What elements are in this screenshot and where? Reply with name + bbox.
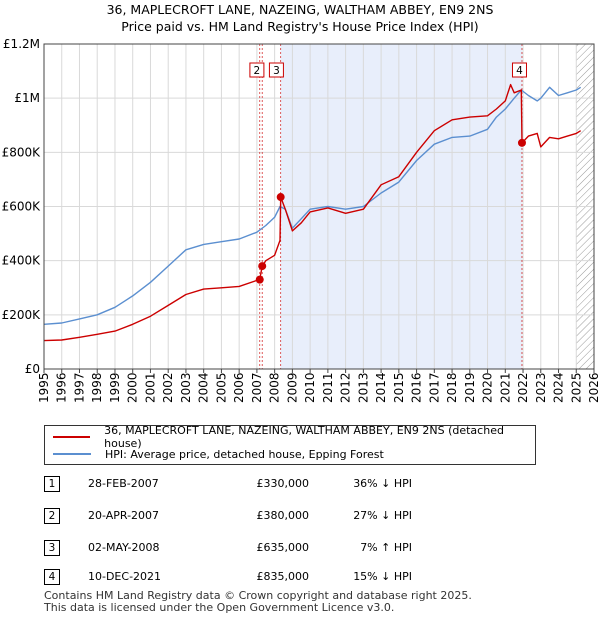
transaction-row: 3 02-MAY-2008 £635,000 7% ↑ HPI bbox=[44, 540, 564, 558]
x-tick-label: 2022 bbox=[516, 372, 530, 403]
legend-label-property: 36, MAPLECROFT LANE, NAZEING, WALTHAM AB… bbox=[104, 424, 504, 450]
transaction-date: 20-APR-2007 bbox=[88, 509, 160, 522]
transaction-price: £330,000 bbox=[256, 477, 310, 490]
x-tick-label: 2011 bbox=[321, 372, 335, 403]
x-tick-label: 1995 bbox=[37, 372, 51, 403]
transaction-row: 4 10-DEC-2021 £835,000 15% ↓ HPI bbox=[44, 569, 564, 587]
sale-marker-4 bbox=[517, 138, 526, 147]
x-tick-label: 2019 bbox=[463, 372, 477, 403]
transaction-number: 2 bbox=[44, 508, 60, 524]
chart-title: 36, MAPLECROFT LANE, NAZEING, WALTHAM AB… bbox=[106, 2, 494, 17]
footer-copyright: Contains HM Land Registry data © Crown c… bbox=[44, 589, 472, 602]
transaction-number: 1 bbox=[44, 476, 60, 492]
x-tick-label: 2009 bbox=[285, 372, 299, 403]
transaction-hpi: 7% ↑ HPI bbox=[360, 541, 412, 554]
x-tick-label: 2010 bbox=[303, 372, 317, 403]
x-tick-label: 2018 bbox=[445, 372, 459, 403]
transaction-row: 2 20-APR-2007 £380,000 27% ↓ HPI bbox=[44, 508, 564, 526]
sale-box-2 bbox=[249, 62, 265, 78]
y-tick-label: £1M bbox=[14, 91, 40, 105]
footer-licence: This data is licensed under the Open Gov… bbox=[44, 601, 395, 614]
x-tick-label: 2001 bbox=[143, 372, 157, 403]
y-tick-label: £600K bbox=[2, 200, 42, 214]
x-tick-label: 2005 bbox=[214, 372, 228, 403]
transaction-price: £835,000 bbox=[256, 570, 310, 583]
transaction-date: 02-MAY-2008 bbox=[88, 541, 160, 554]
sale-box-label-3: 3 bbox=[273, 65, 280, 77]
transaction-date: 28-FEB-2007 bbox=[88, 477, 159, 490]
x-tick-label: 2000 bbox=[126, 372, 140, 403]
y-tick-label: £800K bbox=[2, 145, 42, 159]
sale-box-4 bbox=[511, 62, 527, 78]
x-tick-label: 2021 bbox=[498, 372, 512, 403]
x-tick-label: 2016 bbox=[410, 372, 424, 403]
x-tick-label: 2006 bbox=[232, 372, 246, 403]
legend: 36, MAPLECROFT LANE, NAZEING, WALTHAM AB… bbox=[44, 424, 536, 465]
transaction-date: 10-DEC-2021 bbox=[88, 570, 162, 583]
x-tick-label: 2020 bbox=[481, 372, 495, 403]
x-tick-label: 2008 bbox=[268, 372, 282, 403]
transaction-hpi: 36% ↓ HPI bbox=[353, 477, 412, 490]
y-tick-label: £200K bbox=[2, 308, 42, 322]
x-tick-label: 2013 bbox=[356, 372, 370, 403]
footer: Contains HM Land Registry data © Crown c… bbox=[44, 590, 472, 614]
legend-label-hpi: HPI: Average price, detached house, Eppi… bbox=[105, 447, 384, 461]
transaction-price: £380,000 bbox=[256, 509, 310, 522]
x-tick-label: 1998 bbox=[90, 372, 104, 403]
y-tick-label: £1.2M bbox=[3, 37, 40, 51]
sale-marker-3 bbox=[276, 193, 285, 202]
transaction-hpi: 27% ↓ HPI bbox=[353, 509, 412, 522]
legend-swatch-hpi bbox=[53, 453, 91, 455]
x-tick-label: 2023 bbox=[534, 372, 548, 403]
y-tick-label: £400K bbox=[2, 254, 42, 268]
x-tick-label: 2003 bbox=[179, 372, 193, 403]
legend-swatch-property bbox=[53, 436, 91, 438]
transaction-hpi: 15% ↓ HPI bbox=[353, 570, 412, 583]
x-tick-label: 2002 bbox=[161, 372, 175, 403]
x-tick-label: 2007 bbox=[250, 372, 264, 403]
transaction-price: £635,000 bbox=[256, 541, 310, 554]
transaction-number: 4 bbox=[44, 569, 60, 585]
x-tick-label: 2024 bbox=[552, 372, 566, 403]
chart-subtitle: Price paid vs. HM Land Registry's House … bbox=[121, 19, 479, 34]
x-tick-label: 2026 bbox=[587, 372, 600, 403]
x-tick-label: 1999 bbox=[108, 372, 122, 403]
x-tick-label: 2025 bbox=[569, 372, 583, 403]
x-tick-label: 1997 bbox=[72, 372, 86, 403]
x-tick-label: 1996 bbox=[55, 372, 69, 403]
x-tick-label: 2004 bbox=[197, 372, 211, 403]
x-tick-label: 2017 bbox=[427, 372, 441, 403]
series-line-hpi bbox=[43, 86, 582, 325]
sale-box-label-2: 2 bbox=[254, 65, 261, 77]
plot-frame bbox=[43, 43, 595, 370]
x-tick-label: 2015 bbox=[392, 372, 406, 403]
sale-box-label-4: 4 bbox=[516, 65, 523, 77]
sale-box-3 bbox=[268, 62, 284, 78]
y-tick-label: £0 bbox=[25, 362, 40, 376]
legend-item-hpi: HPI: Average price, detached house, Eppi… bbox=[53, 446, 384, 462]
transaction-number: 3 bbox=[44, 540, 60, 556]
legend-item-property: 36, MAPLECROFT LANE, NAZEING, WALTHAM AB… bbox=[53, 424, 535, 450]
x-tick-label: 2014 bbox=[374, 372, 388, 403]
transaction-row: 1 28-FEB-2007 £330,000 36% ↓ HPI bbox=[44, 476, 564, 494]
sale-marker-1 bbox=[255, 275, 264, 284]
x-tick-label: 2012 bbox=[339, 372, 353, 403]
sale-marker-2 bbox=[258, 262, 267, 271]
